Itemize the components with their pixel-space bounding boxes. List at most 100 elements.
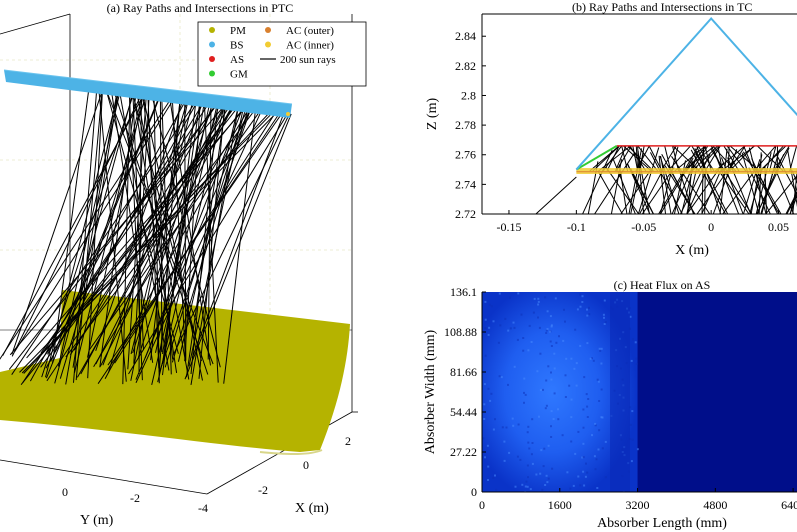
tc-ray [749,167,763,214]
pm-surface [0,290,350,456]
tc-ray [629,145,647,172]
heat-speckle [531,462,534,465]
tc-ray [714,145,746,172]
heat-speckle [550,345,553,347]
panel-a-x-axis: 2 0 -2 X (m) [258,411,358,516]
c-ytick-label: 54.44 [450,405,477,419]
heat-speckle [636,448,639,451]
heat-speckle [570,440,573,443]
heat-speckle [498,292,501,295]
legend-item-ac-inner: AC (inner) [265,40,334,52]
b-ytick-label: 2.72 [455,207,476,221]
sun-ray [23,111,271,374]
heat-speckle [595,458,598,461]
heat-speckle [524,485,527,488]
heat-speckle [501,426,504,429]
heat-speckle [629,406,632,409]
heat-speckle [564,320,566,323]
heat-speckle [492,477,495,479]
heat-speckle [511,417,514,420]
panel-c-frame [481,292,797,493]
heat-speckle [542,388,544,391]
heat-speckle [545,329,548,332]
heat-speckle [544,296,547,299]
heat-speckle [575,362,578,365]
heat-speckle [523,377,526,380]
a-ytick-1: -2 [130,491,140,505]
heat-speckle [549,330,551,333]
sun-ray [52,89,90,364]
tc-ray [686,162,724,214]
heat-speckle [531,442,534,444]
heat-speckle [574,328,577,331]
heat-speckle [600,388,603,391]
tc-ray [691,145,719,172]
b-ytick-label: 2.78 [455,118,476,132]
panel-b: (b) Ray Paths and Intersections in TC -0… [425,0,797,258]
heat-speckle [586,342,589,345]
tc-ray [635,145,650,172]
heat-speckle [494,418,496,421]
heat-speckle [591,434,593,437]
tc-ray [648,145,663,172]
heat-speckle [588,306,590,309]
heat-speckle [543,447,546,450]
tc-ray [789,145,797,172]
heat-speckle [487,479,489,481]
sun-ray [0,99,171,360]
tc-ray [664,145,672,172]
bs-surface [3,69,293,118]
b-xtick-label: 0.05 [768,220,789,234]
heat-speckle [530,453,533,456]
b-ytick-label: 2.8 [461,88,476,102]
heat-speckle [564,374,567,377]
heat-speckle [593,455,596,458]
heat-speckle [492,428,495,431]
heat-speckle [492,320,495,323]
heat-speckle [497,341,500,344]
heat-speckle [553,367,556,370]
tc-ray [639,166,665,214]
sun-ray [98,91,127,382]
heat-speckle [601,447,604,450]
sun-ray [135,110,263,384]
heat-speckle [483,418,486,420]
heat-speckle [586,405,589,408]
heat-speckle [586,308,588,311]
bs-triangle [575,16,797,171]
heat-speckle [538,415,540,418]
heat-speckle [490,392,493,395]
c-xtick-label: 3200 [626,498,650,512]
heat-speckle [601,416,604,419]
sun-ray [188,108,244,367]
tc-ray [658,146,699,214]
heat-speckle [517,423,520,426]
sun-ray [177,107,239,362]
heat-speckle [631,438,634,441]
heat-speckle [509,327,512,330]
heat-speckle [483,403,486,406]
tc-ray [717,145,723,172]
tc-ray [630,168,655,214]
sun-ray [169,99,211,366]
heat-speckle [604,440,607,443]
tc-ray [674,145,706,172]
heat-speckle [598,347,601,350]
heat-speckle [594,422,597,425]
sun-ray [88,110,262,351]
heat-speckle [582,456,585,459]
heat-speckle [553,392,556,395]
heat-speckle [594,468,597,471]
c-ytick-label: 81.66 [450,365,477,379]
legend-label: AS [230,54,244,66]
heat-speckle [537,303,540,306]
b-ylabel: Z (m) [425,98,440,131]
c-ylabel: Absorber Width (mm) [423,329,438,454]
sun-ray [127,96,147,370]
tc-ray [685,145,707,172]
tc-ray [760,149,780,214]
heat-speckle [545,332,548,334]
c-xtick-label: 1600 [548,498,572,512]
